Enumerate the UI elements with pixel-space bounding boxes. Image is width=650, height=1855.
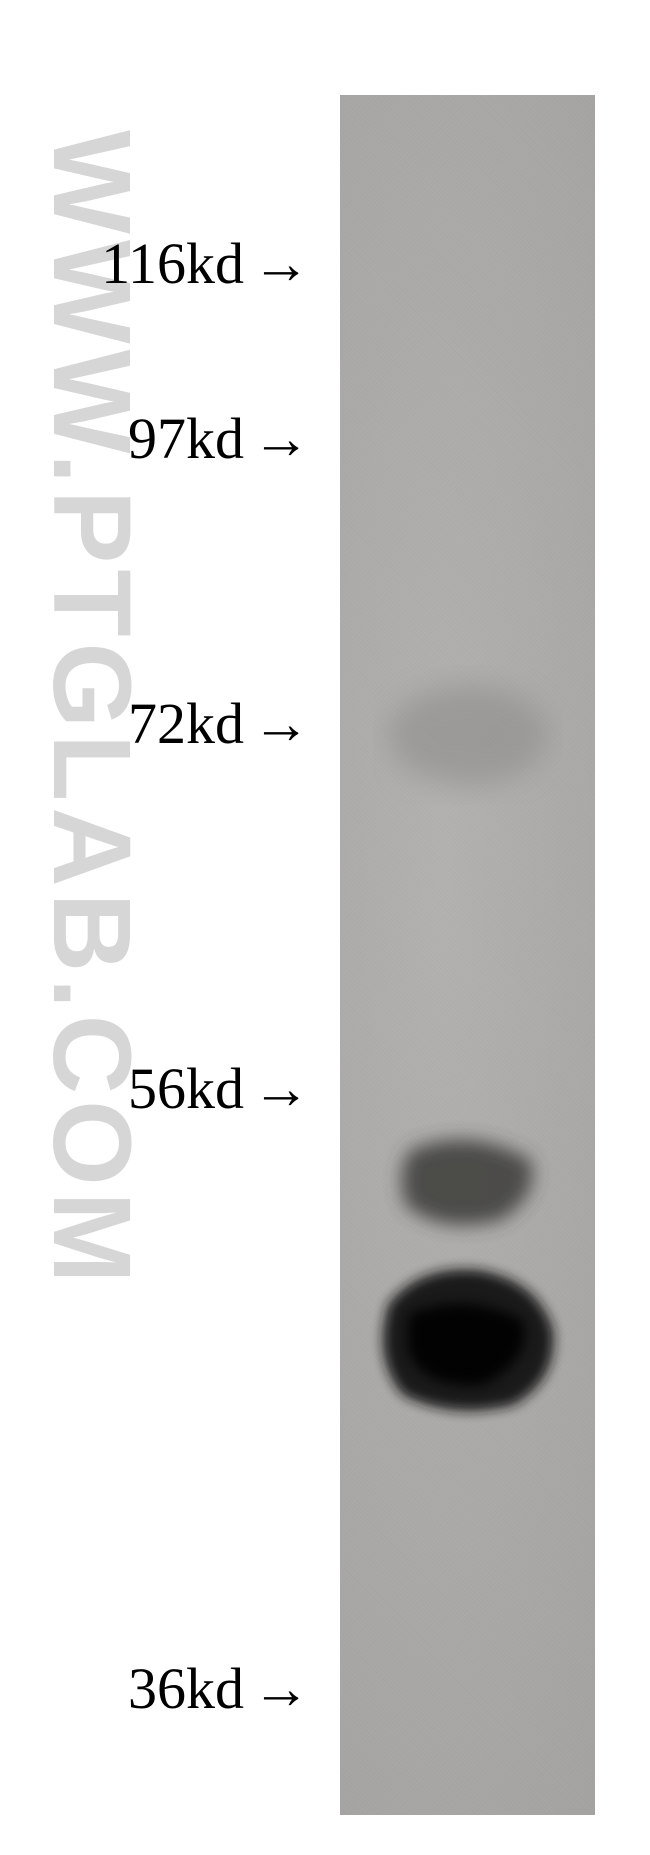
- marker-label-text: 72kd: [128, 690, 244, 757]
- marker-56kd: 56kd →: [128, 1055, 310, 1122]
- marker-labels-column: 116kd → 97kd → 72kd → 56kd → 36kd →: [0, 0, 320, 1855]
- arrow-icon: →: [252, 410, 310, 468]
- arrow-icon: →: [252, 1660, 310, 1718]
- marker-72kd: 72kd →: [128, 690, 310, 757]
- marker-36kd: 36kd →: [128, 1655, 310, 1722]
- marker-label-text: 36kd: [128, 1655, 244, 1722]
- marker-label-text: 116kd: [101, 230, 244, 297]
- lane-noise: [340, 95, 595, 1815]
- arrow-icon: →: [252, 695, 310, 753]
- marker-label-text: 56kd: [128, 1055, 244, 1122]
- band-main-dark: [363, 1250, 573, 1425]
- arrow-icon: →: [252, 1060, 310, 1118]
- blot-lane: [340, 95, 595, 1815]
- arrow-icon: →: [252, 235, 310, 293]
- blot-figure: WWW.PTGLAB.COM 116kd → 97kd → 72kd → 56k…: [0, 0, 650, 1855]
- marker-97kd: 97kd →: [128, 405, 310, 472]
- band-mid-upper: [380, 1115, 555, 1245]
- marker-label-text: 97kd: [128, 405, 244, 472]
- marker-116kd: 116kd →: [101, 230, 310, 297]
- band-faint-72kd: [373, 665, 563, 805]
